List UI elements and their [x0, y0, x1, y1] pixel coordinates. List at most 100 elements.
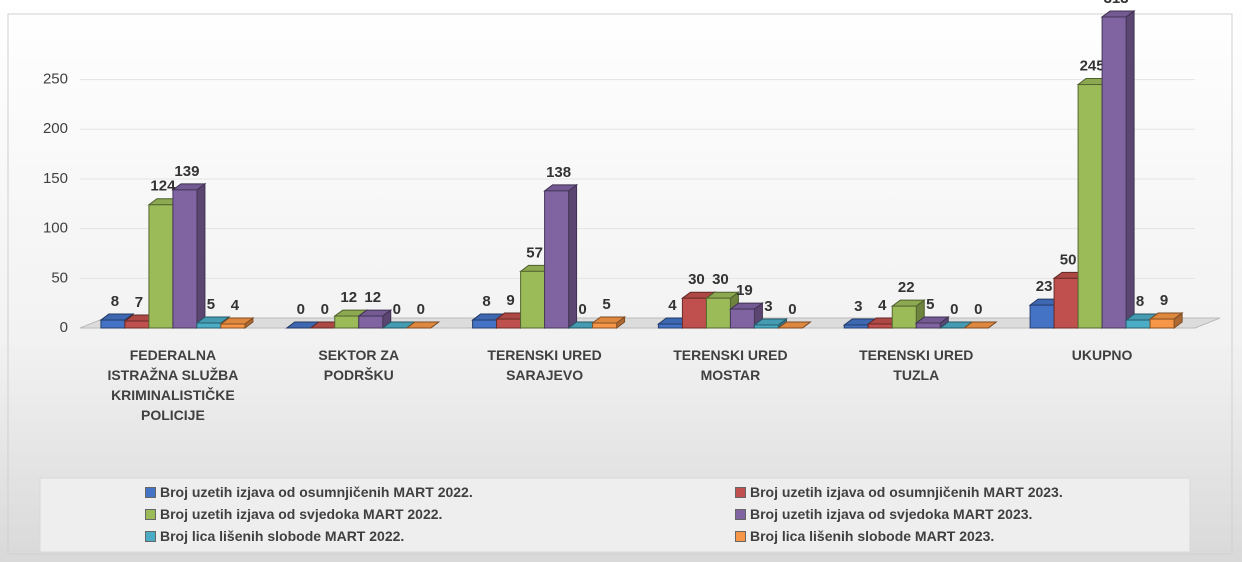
y-tick-label: 50 — [51, 269, 68, 286]
value-label: 57 — [526, 244, 543, 261]
legend-swatch — [735, 486, 746, 498]
value-label: 3 — [764, 298, 772, 315]
value-label: 0 — [297, 301, 305, 318]
bar — [1125, 319, 1151, 329]
value-label: 0 — [578, 301, 586, 318]
value-label: 0 — [950, 301, 958, 318]
value-label: 4 — [231, 297, 240, 314]
bar — [753, 324, 779, 329]
bar — [358, 315, 384, 329]
bar-side — [1125, 9, 1135, 329]
x-tick-label: TERENSKI URED TUZLA — [859, 347, 974, 383]
legend-item: Broj uzetih izjava od svjedoka MART 2022… — [145, 506, 442, 522]
value-label: 8 — [482, 293, 490, 310]
value-label: 4 — [878, 297, 887, 314]
bar — [1077, 84, 1103, 329]
value-label: 245 — [1080, 58, 1105, 75]
bar — [520, 270, 546, 329]
value-label: 23 — [1036, 278, 1053, 295]
bar — [472, 319, 498, 329]
legend-swatch — [735, 530, 746, 542]
value-label: 0 — [393, 301, 401, 318]
value-label: 22 — [898, 279, 915, 296]
bar-top — [962, 321, 998, 329]
bar — [124, 320, 150, 329]
bar-top — [776, 321, 812, 329]
bar — [544, 190, 570, 329]
bar — [1029, 304, 1055, 329]
bar — [915, 322, 941, 329]
frame — [7, 13, 1233, 555]
legend-label: Broj uzetih izjava od svjedoka MART 2023… — [750, 506, 1033, 522]
bar — [334, 315, 360, 329]
x-tick-label: FEDERALNA ISTRAŽNA SLUŽBA KRIMINALISTIČK… — [107, 347, 239, 423]
legend-label: Broj lica lišenih slobode MART 2022. — [160, 528, 405, 544]
legend-item: Broj uzetih izjava od osumnjičenih MART … — [735, 484, 1063, 500]
value-label: 4 — [668, 297, 677, 314]
value-label: 12 — [364, 289, 381, 306]
bar — [729, 308, 755, 329]
value-label: 30 — [712, 271, 729, 288]
bar — [891, 305, 917, 329]
bar-side — [568, 183, 578, 329]
value-label: 8 — [111, 293, 119, 310]
bar — [867, 323, 893, 329]
bar — [1149, 318, 1175, 329]
value-label: 19 — [736, 282, 753, 299]
y-tick-label: 250 — [43, 71, 68, 88]
legend-box — [39, 477, 1191, 553]
value-label: 9 — [506, 292, 514, 309]
bar-side — [196, 182, 206, 329]
legend-item: Broj lica lišenih slobode MART 2023. — [735, 528, 994, 544]
x-tick-label: TERENSKI URED MOSTAR — [673, 347, 788, 383]
bar-top — [405, 321, 441, 329]
bar — [172, 189, 198, 329]
bar — [592, 322, 618, 329]
legend-label: Broj uzetih izjava od osumnjičenih MART … — [750, 484, 1063, 500]
bar — [705, 297, 731, 329]
value-label: 313 — [1104, 0, 1129, 7]
value-label: 124 — [150, 178, 176, 195]
legend-swatch — [145, 530, 156, 542]
bar — [100, 319, 126, 329]
x-tick-label: TERENSKI URED SARAJEVO — [487, 347, 602, 383]
value-label: 0 — [974, 301, 982, 318]
value-label: 5 — [926, 296, 934, 313]
value-label: 30 — [688, 271, 705, 288]
value-label: 0 — [417, 301, 425, 318]
value-label: 5 — [602, 296, 610, 313]
x-tick-label: SEKTOR ZA PODRŠKU — [318, 347, 400, 383]
bar — [148, 204, 174, 329]
y-tick-label: 0 — [60, 319, 68, 336]
value-label: 139 — [174, 163, 199, 180]
bar — [1053, 277, 1079, 329]
value-label: 50 — [1060, 251, 1077, 268]
legend-item: Broj uzetih izjava od svjedoka MART 2023… — [735, 506, 1032, 522]
bar — [1101, 16, 1127, 329]
legend-label: Broj uzetih izjava od svjedoka MART 2022… — [160, 506, 443, 522]
legend-item: Broj lica lišenih slobode MART 2022. — [145, 528, 404, 544]
value-label: 12 — [340, 289, 357, 306]
y-tick-label: 150 — [43, 170, 68, 187]
legend-swatch — [735, 508, 746, 520]
y-tick-label: 200 — [43, 120, 68, 137]
bar — [681, 297, 707, 329]
value-label: 0 — [788, 301, 796, 318]
value-label: 7 — [135, 294, 143, 311]
x-tick-label: UKUPNO — [1071, 347, 1133, 363]
legend-label: Broj lica lišenih slobode MART 2023. — [750, 528, 995, 544]
legend-label: Broj uzetih izjava od osumnjičenih MART … — [160, 484, 473, 500]
value-label: 0 — [321, 301, 329, 318]
value-label: 5 — [207, 296, 215, 313]
bar — [220, 323, 246, 329]
bar — [843, 324, 869, 329]
bar — [496, 318, 522, 329]
legend-item: Broj uzetih izjava od osumnjičenih MART … — [145, 484, 473, 500]
bar — [196, 322, 222, 329]
legend-swatch — [145, 486, 156, 498]
bar — [657, 323, 683, 329]
y-tick-label: 100 — [43, 220, 68, 237]
legend-swatch — [145, 508, 156, 520]
